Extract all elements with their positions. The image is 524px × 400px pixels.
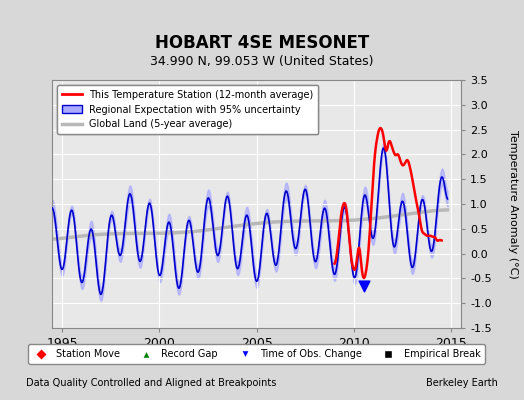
Text: Berkeley Earth: Berkeley Earth	[426, 378, 498, 388]
Legend: This Temperature Station (12-month average), Regional Expectation with 95% uncer: This Temperature Station (12-month avera…	[57, 85, 319, 134]
Text: Data Quality Controlled and Aligned at Breakpoints: Data Quality Controlled and Aligned at B…	[26, 378, 277, 388]
Legend: Station Move, Record Gap, Time of Obs. Change, Empirical Break: Station Move, Record Gap, Time of Obs. C…	[28, 344, 485, 364]
Point	[359, 283, 368, 289]
Y-axis label: Temperature Anomaly (°C): Temperature Anomaly (°C)	[508, 130, 518, 278]
Text: 34.990 N, 99.053 W (United States): 34.990 N, 99.053 W (United States)	[150, 55, 374, 68]
Text: HOBART 4SE MESONET: HOBART 4SE MESONET	[155, 34, 369, 52]
